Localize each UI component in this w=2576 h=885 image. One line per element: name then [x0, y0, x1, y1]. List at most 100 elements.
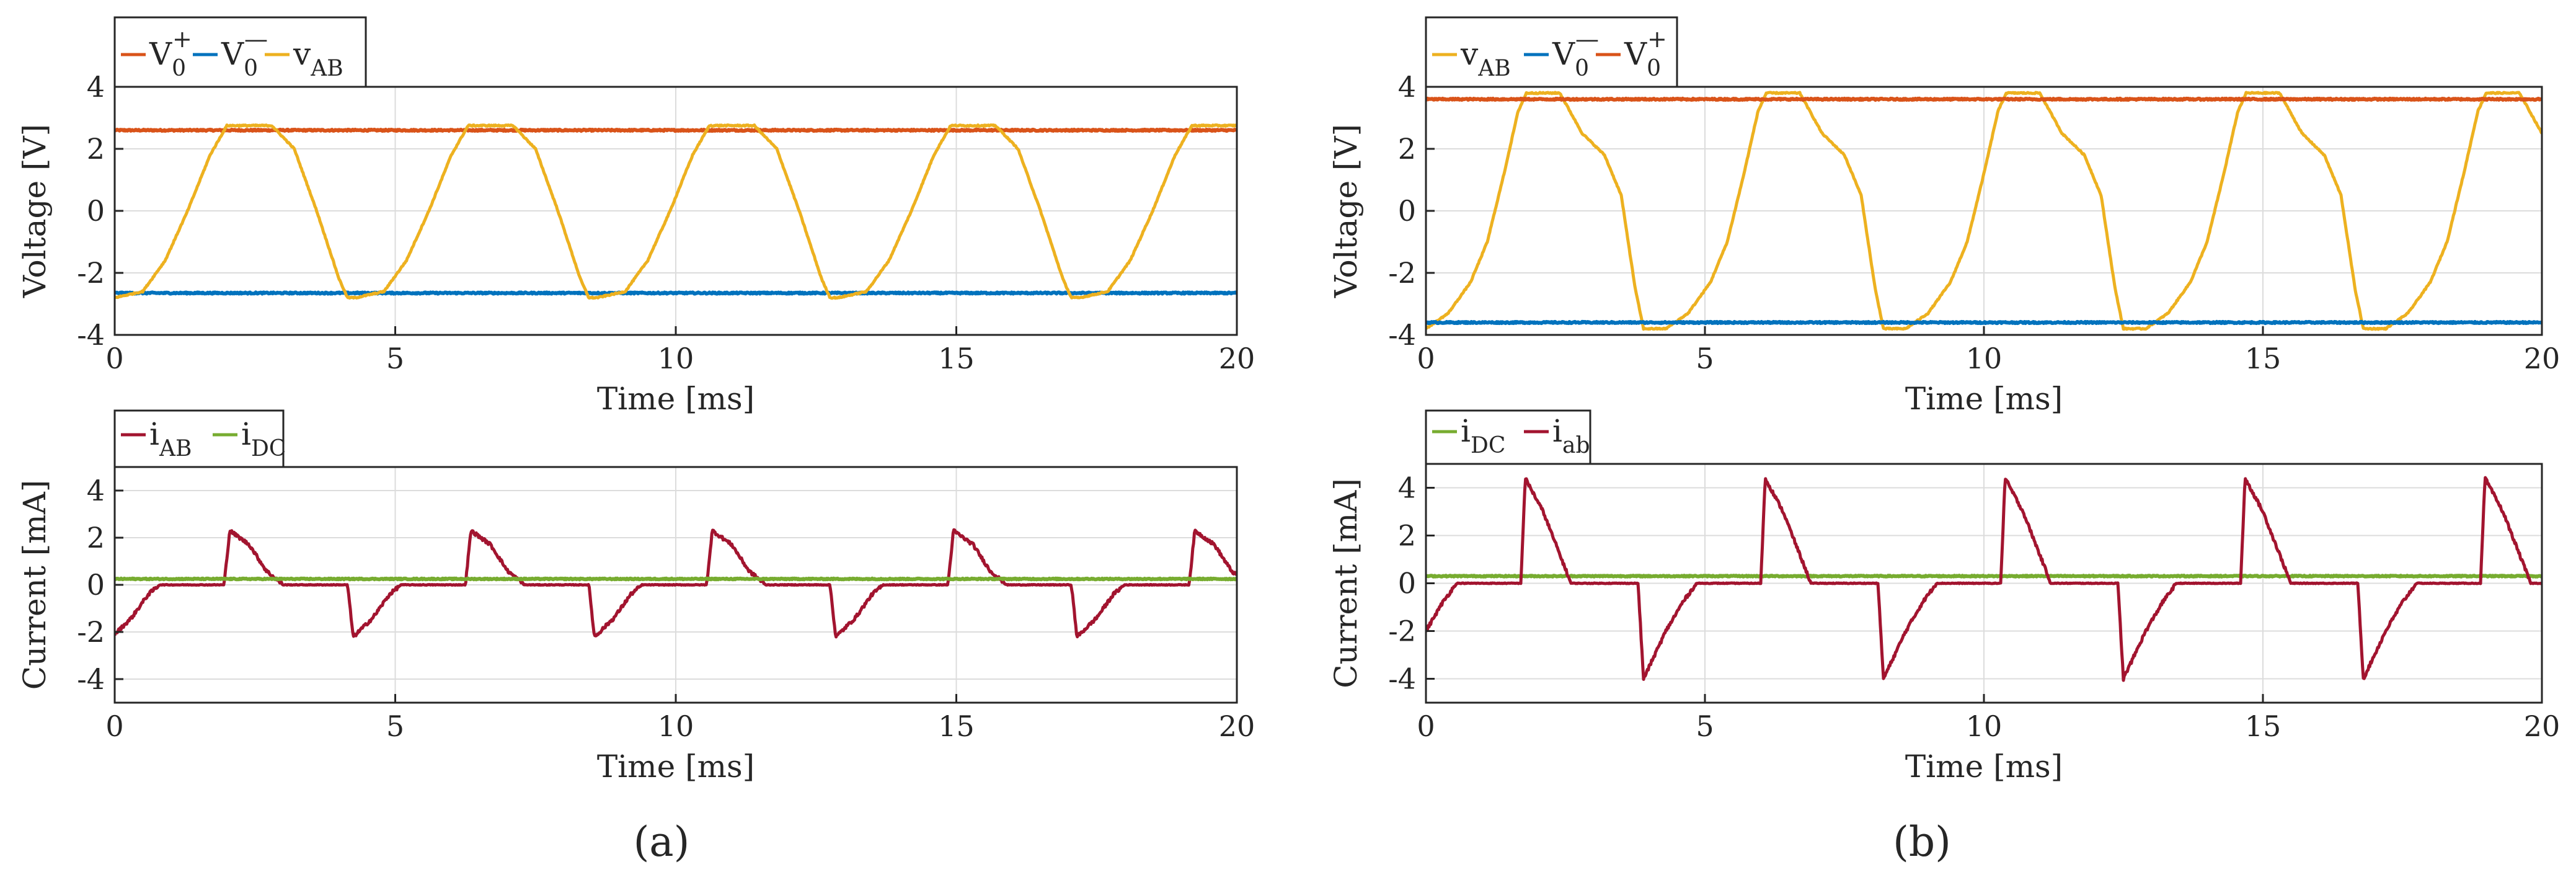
y-tick-label: -4: [1388, 318, 1416, 352]
legend-base: i: [241, 416, 251, 452]
y-tick-label: 4: [87, 70, 105, 104]
legend-label-v0m: V0 —: [1552, 25, 1599, 81]
y-tick-label: -4: [1388, 662, 1416, 696]
x-tick-label: 20: [2524, 709, 2561, 743]
x-tick-label: 0: [1417, 342, 1435, 375]
series-line-iab: [1426, 476, 2542, 682]
x-tick-label: 10: [1966, 709, 2003, 743]
legend: iAB iDC: [113, 409, 286, 468]
legend-base: i: [149, 416, 159, 452]
series-line-vab: [115, 123, 1237, 300]
y-tick-label: -2: [1388, 256, 1416, 290]
y-axis-label: Current [mA]: [17, 480, 53, 690]
legend-label-vab: vAB: [293, 36, 343, 81]
x-axis-label: Time [ms]: [1905, 381, 2063, 417]
y-tick-label: 0: [1398, 567, 1416, 600]
y-tick-label: 0: [87, 194, 105, 228]
panel-label-b: (b): [1893, 818, 1951, 866]
legend-label-v0p: V0 +: [149, 25, 192, 81]
x-tick-label: 15: [938, 342, 975, 375]
series-line-v0: [1426, 96, 2542, 102]
legend-label-v0p: V0 +: [1624, 25, 1667, 81]
legend: iDC iab: [1425, 409, 1591, 465]
x-tick-label: 15: [938, 709, 975, 743]
y-tick-label: 2: [87, 521, 105, 554]
legend-sub: ab: [1562, 433, 1590, 458]
legend-box: [1425, 16, 1678, 88]
legend-sub: 0: [1647, 56, 1661, 81]
y-tick-label: 0: [87, 568, 105, 602]
legend-base: v: [293, 36, 311, 72]
legend-label-idc: iDC: [1461, 413, 1505, 458]
series-line-v0: [115, 127, 1237, 133]
series-line-idc: [1426, 574, 2542, 579]
y-tick-label: 4: [1398, 70, 1416, 104]
x-tick-label: 5: [386, 709, 404, 743]
y-axis-label: Voltage [V]: [1328, 124, 1364, 298]
y-tick-label: 0: [1398, 194, 1416, 228]
series-line-vab: [1426, 91, 2542, 331]
legend-base: i: [1461, 413, 1471, 449]
x-tick-label: 5: [386, 342, 404, 375]
x-tick-label: 0: [105, 709, 123, 743]
x-axis-label: Time [ms]: [597, 381, 755, 417]
x-axis-label: Time [ms]: [1905, 749, 2063, 785]
legend-label-iab: iab: [1552, 413, 1590, 458]
y-tick-label: 2: [1398, 519, 1416, 553]
legend-sup: +: [1647, 25, 1667, 53]
legend-label-iab: iAB: [149, 416, 192, 461]
panel-label-a: (a): [634, 818, 690, 866]
x-tick-label: 10: [658, 709, 694, 743]
y-tick-label: 4: [1398, 471, 1416, 505]
legend: V0+ V0— vAB: [113, 16, 367, 88]
series-group: [115, 123, 1237, 300]
legend-label-idc: iDC: [241, 416, 286, 461]
legend-sub: 0: [1575, 56, 1589, 81]
x-tick-label: 10: [658, 342, 694, 375]
legend-sub: DC: [1471, 433, 1505, 458]
x-tick-label: 20: [2524, 342, 2561, 375]
legend-box: [113, 16, 367, 88]
y-tick-label: -2: [77, 256, 105, 290]
legend-base: V: [1624, 36, 1647, 72]
legend-sup: +: [172, 25, 192, 53]
x-tick-label: 15: [2245, 709, 2282, 743]
series-line-v0: [115, 290, 1237, 296]
y-axis-label: Voltage [V]: [17, 124, 53, 298]
legend-base: i: [1552, 413, 1562, 449]
series-group: [115, 528, 1237, 639]
legend-label-vab: vAB: [1460, 36, 1511, 81]
series-line-v0: [1426, 319, 2542, 326]
x-tick-label: 5: [1696, 342, 1714, 375]
legend-label-v0m: V0 —: [221, 25, 268, 81]
legend-box: [113, 409, 285, 468]
legend-sub: AB: [310, 56, 343, 81]
y-tick-label: -2: [77, 615, 105, 649]
x-tick-label: 10: [1966, 342, 2003, 375]
x-tick-label: 0: [105, 342, 123, 375]
y-tick-label: -4: [77, 662, 105, 696]
series-line-idc: [115, 576, 1237, 582]
x-axis-label: Time [ms]: [597, 749, 755, 785]
legend-sub: 0: [172, 56, 186, 81]
y-tick-label: 4: [87, 474, 105, 507]
x-tick-label: 5: [1696, 709, 1714, 743]
legend-sub: DC: [251, 436, 286, 461]
y-axis-label: Current [mA]: [1328, 478, 1364, 688]
series-line-iab: [115, 528, 1237, 639]
x-tick-label: 20: [1219, 709, 1255, 743]
y-tick-label: 2: [1398, 132, 1416, 166]
legend-base: V: [1552, 36, 1575, 72]
x-tick-label: 20: [1219, 342, 1255, 375]
y-tick-label: -4: [77, 318, 105, 352]
x-tick-label: 0: [1417, 709, 1435, 743]
legend-sup: —: [1575, 25, 1599, 53]
legend-base: v: [1460, 36, 1479, 72]
legend-sub: 0: [244, 56, 258, 81]
series-group: [1426, 91, 2542, 331]
x-tick-label: 15: [2245, 342, 2282, 375]
legend-sup: —: [244, 25, 268, 53]
legend-box: [1425, 409, 1591, 465]
y-tick-label: -2: [1388, 615, 1416, 648]
